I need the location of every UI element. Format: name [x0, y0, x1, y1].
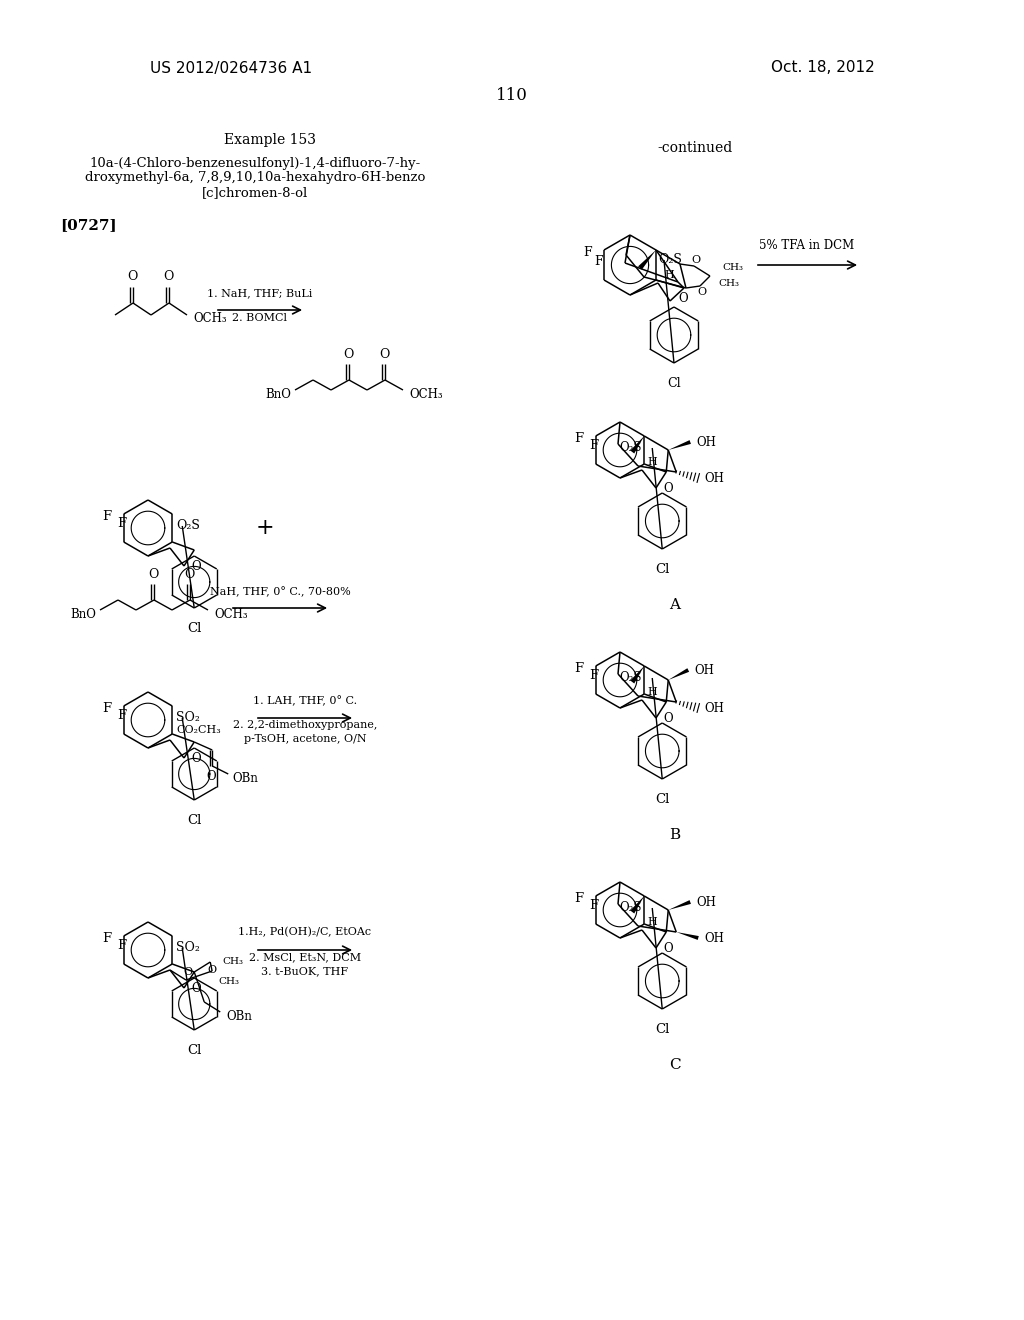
Text: CH₃: CH₃	[722, 264, 743, 272]
Text: F: F	[117, 517, 126, 531]
Text: F: F	[102, 511, 112, 524]
Text: F: F	[117, 939, 126, 952]
Text: H: H	[664, 271, 674, 280]
Text: O: O	[163, 271, 173, 282]
Text: A: A	[670, 598, 681, 612]
Text: O: O	[191, 751, 201, 764]
Polygon shape	[669, 900, 691, 909]
Text: OH: OH	[705, 471, 724, 484]
Text: H: H	[647, 457, 656, 467]
Polygon shape	[630, 667, 644, 684]
Polygon shape	[630, 436, 644, 454]
Text: CO₂CH₃: CO₂CH₃	[176, 725, 221, 735]
Text: F: F	[589, 440, 598, 451]
Text: US 2012/0264736 A1: US 2012/0264736 A1	[150, 61, 312, 75]
Text: -continued: -continued	[657, 141, 732, 154]
Text: H: H	[647, 917, 656, 927]
Text: BnO: BnO	[265, 388, 291, 400]
Text: C: C	[670, 1059, 681, 1072]
Text: 2. 2,2-dimethoxypropane,: 2. 2,2-dimethoxypropane,	[232, 719, 377, 730]
Polygon shape	[669, 668, 689, 680]
Text: O: O	[127, 271, 137, 282]
Text: F: F	[574, 433, 584, 446]
Text: O: O	[191, 560, 201, 573]
Text: F: F	[584, 247, 592, 260]
Text: F: F	[117, 709, 126, 722]
Text: 2. BOMCl: 2. BOMCl	[232, 313, 288, 323]
Text: 1.H₂, Pd(OH)₂/C, EtOAc: 1.H₂, Pd(OH)₂/C, EtOAc	[239, 927, 372, 937]
Text: O: O	[208, 965, 217, 975]
Text: O: O	[697, 286, 707, 297]
Text: F: F	[589, 899, 598, 912]
Text: OCH₃: OCH₃	[409, 388, 442, 400]
Text: BnO: BnO	[70, 607, 96, 620]
Text: Cl: Cl	[187, 622, 202, 635]
Text: O₂S: O₂S	[620, 902, 642, 913]
Text: OCH₃: OCH₃	[193, 312, 226, 325]
Text: [0727]: [0727]	[60, 218, 117, 232]
Text: OH: OH	[696, 436, 716, 449]
Polygon shape	[638, 249, 656, 269]
Text: SO₂: SO₂	[176, 941, 200, 954]
Text: OCH₃: OCH₃	[214, 607, 248, 620]
Text: OH: OH	[705, 701, 724, 714]
Text: O: O	[663, 482, 673, 495]
Text: O: O	[184, 568, 195, 581]
Text: Cl: Cl	[668, 378, 681, 389]
Text: +: +	[256, 517, 274, 539]
Text: O₂S: O₂S	[176, 519, 200, 532]
Text: OH: OH	[696, 895, 716, 908]
Text: 1. NaH, THF; BuLi: 1. NaH, THF; BuLi	[207, 288, 312, 298]
Text: F: F	[589, 669, 598, 682]
Text: SO₂: SO₂	[176, 711, 200, 723]
Text: NaH, THF, 0° C., 70-80%: NaH, THF, 0° C., 70-80%	[210, 586, 350, 597]
Text: F: F	[574, 663, 584, 676]
Text: OH: OH	[694, 664, 714, 676]
Text: F: F	[102, 702, 112, 715]
Text: 3. t-BuOK, THF: 3. t-BuOK, THF	[261, 966, 348, 975]
Text: F: F	[102, 932, 112, 945]
Text: O: O	[191, 982, 201, 994]
Text: B: B	[670, 828, 681, 842]
Text: Example 153: Example 153	[224, 133, 316, 147]
Text: O: O	[678, 293, 688, 305]
Text: O: O	[691, 255, 700, 265]
Text: Cl: Cl	[187, 1044, 202, 1057]
Text: OBn: OBn	[226, 1010, 252, 1023]
Text: OH: OH	[705, 932, 724, 945]
Text: H: H	[647, 686, 656, 697]
Text: O: O	[379, 348, 389, 360]
Text: O: O	[147, 568, 158, 581]
Text: O₂S: O₂S	[620, 671, 642, 684]
Text: O: O	[183, 968, 193, 977]
Text: CH₃: CH₃	[218, 977, 240, 986]
Text: 10a-(4-Chloro-benzenesulfonyl)-1,4-difluoro-7-hy-: 10a-(4-Chloro-benzenesulfonyl)-1,4-diflu…	[89, 157, 421, 169]
Text: F: F	[574, 892, 584, 906]
Text: CH₃: CH₃	[718, 280, 739, 289]
Text: CH₃: CH₃	[222, 957, 243, 965]
Text: O₂S: O₂S	[620, 441, 642, 454]
Text: Oct. 18, 2012: Oct. 18, 2012	[771, 61, 874, 75]
Text: O: O	[663, 711, 673, 725]
Text: p-TsOH, acetone, O/N: p-TsOH, acetone, O/N	[244, 734, 367, 744]
Text: 110: 110	[496, 87, 528, 103]
Polygon shape	[630, 896, 644, 913]
Text: [c]chromen-8-ol: [c]chromen-8-ol	[202, 186, 308, 199]
Text: O: O	[207, 770, 216, 783]
Polygon shape	[669, 440, 691, 450]
Text: Cl: Cl	[187, 814, 202, 828]
Text: droxymethyl-6a, 7,8,9,10,10a-hexahydro-6H-benzo: droxymethyl-6a, 7,8,9,10,10a-hexahydro-6…	[85, 172, 425, 185]
Text: OBn: OBn	[232, 771, 258, 784]
Text: 2. MsCl, Et₃N, DCM: 2. MsCl, Et₃N, DCM	[249, 952, 361, 962]
Text: F: F	[595, 255, 603, 268]
Text: O₂S: O₂S	[658, 253, 682, 267]
Text: O: O	[663, 941, 673, 954]
Polygon shape	[676, 932, 698, 940]
Text: Cl: Cl	[655, 793, 670, 807]
Text: Cl: Cl	[655, 564, 670, 576]
Text: 5% TFA in DCM: 5% TFA in DCM	[760, 239, 855, 252]
Text: O: O	[343, 348, 353, 360]
Text: 1. LAH, THF, 0° C.: 1. LAH, THF, 0° C.	[253, 696, 357, 706]
Text: Cl: Cl	[655, 1023, 670, 1036]
